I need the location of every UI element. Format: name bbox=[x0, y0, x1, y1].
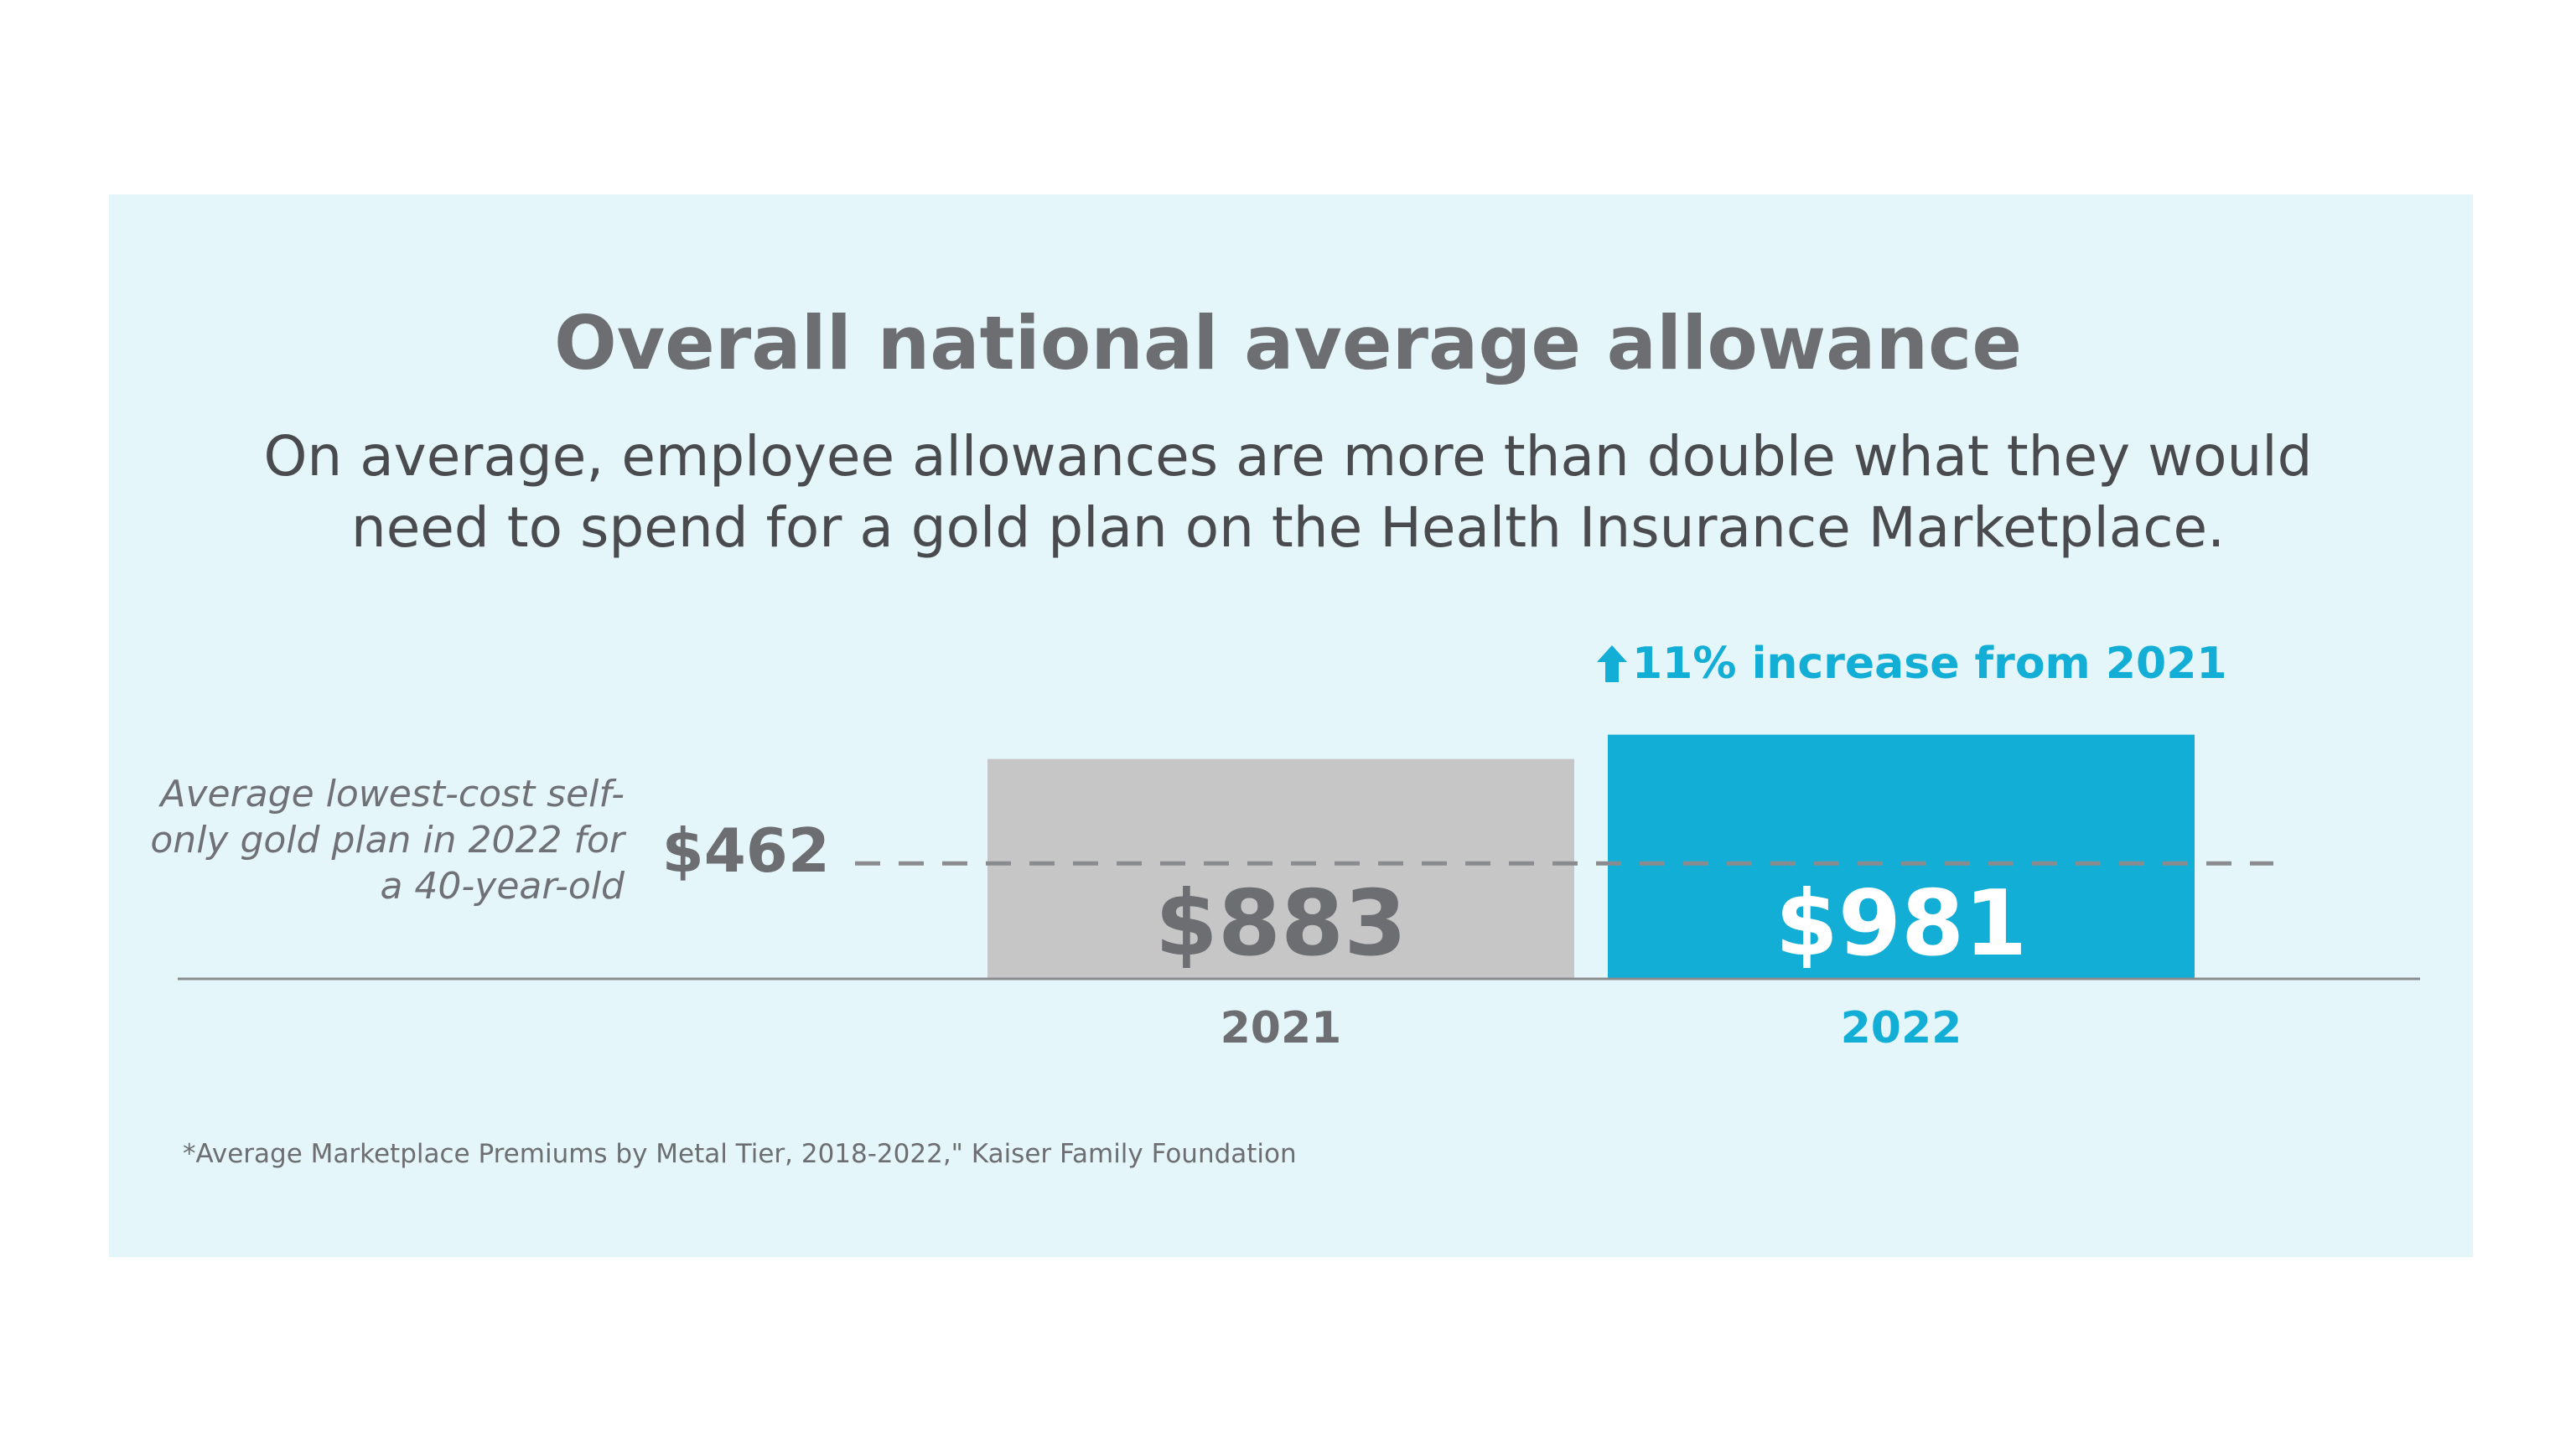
bar-value-label-2022: $981 bbox=[1775, 872, 2028, 976]
chart-panel bbox=[109, 194, 2473, 1257]
increase-annotation-text: 11% increase from 2021 bbox=[1632, 639, 2227, 689]
increase-annotation: 11% increase from 2021 bbox=[1597, 630, 2227, 697]
bar-2021 bbox=[987, 758, 1574, 978]
source-note: *Average Marketplace Premiums by Metal T… bbox=[183, 1139, 1297, 1169]
bar-2022 bbox=[1608, 734, 2195, 978]
reference-line-label: Average lowest-cost self-only gold plan … bbox=[150, 773, 625, 908]
chart-subtitle: On average, employee allowances are more… bbox=[263, 424, 2313, 560]
reference-line-value: $462 bbox=[661, 815, 830, 886]
category-label-2021: 2021 bbox=[1221, 1003, 1342, 1053]
category-label-2022: 2022 bbox=[1841, 1003, 1962, 1053]
bar-value-label-2021: $883 bbox=[1155, 872, 1407, 976]
up-arrow-icon bbox=[1597, 645, 1627, 682]
chart-title: Overall national average allowance bbox=[553, 300, 2023, 386]
